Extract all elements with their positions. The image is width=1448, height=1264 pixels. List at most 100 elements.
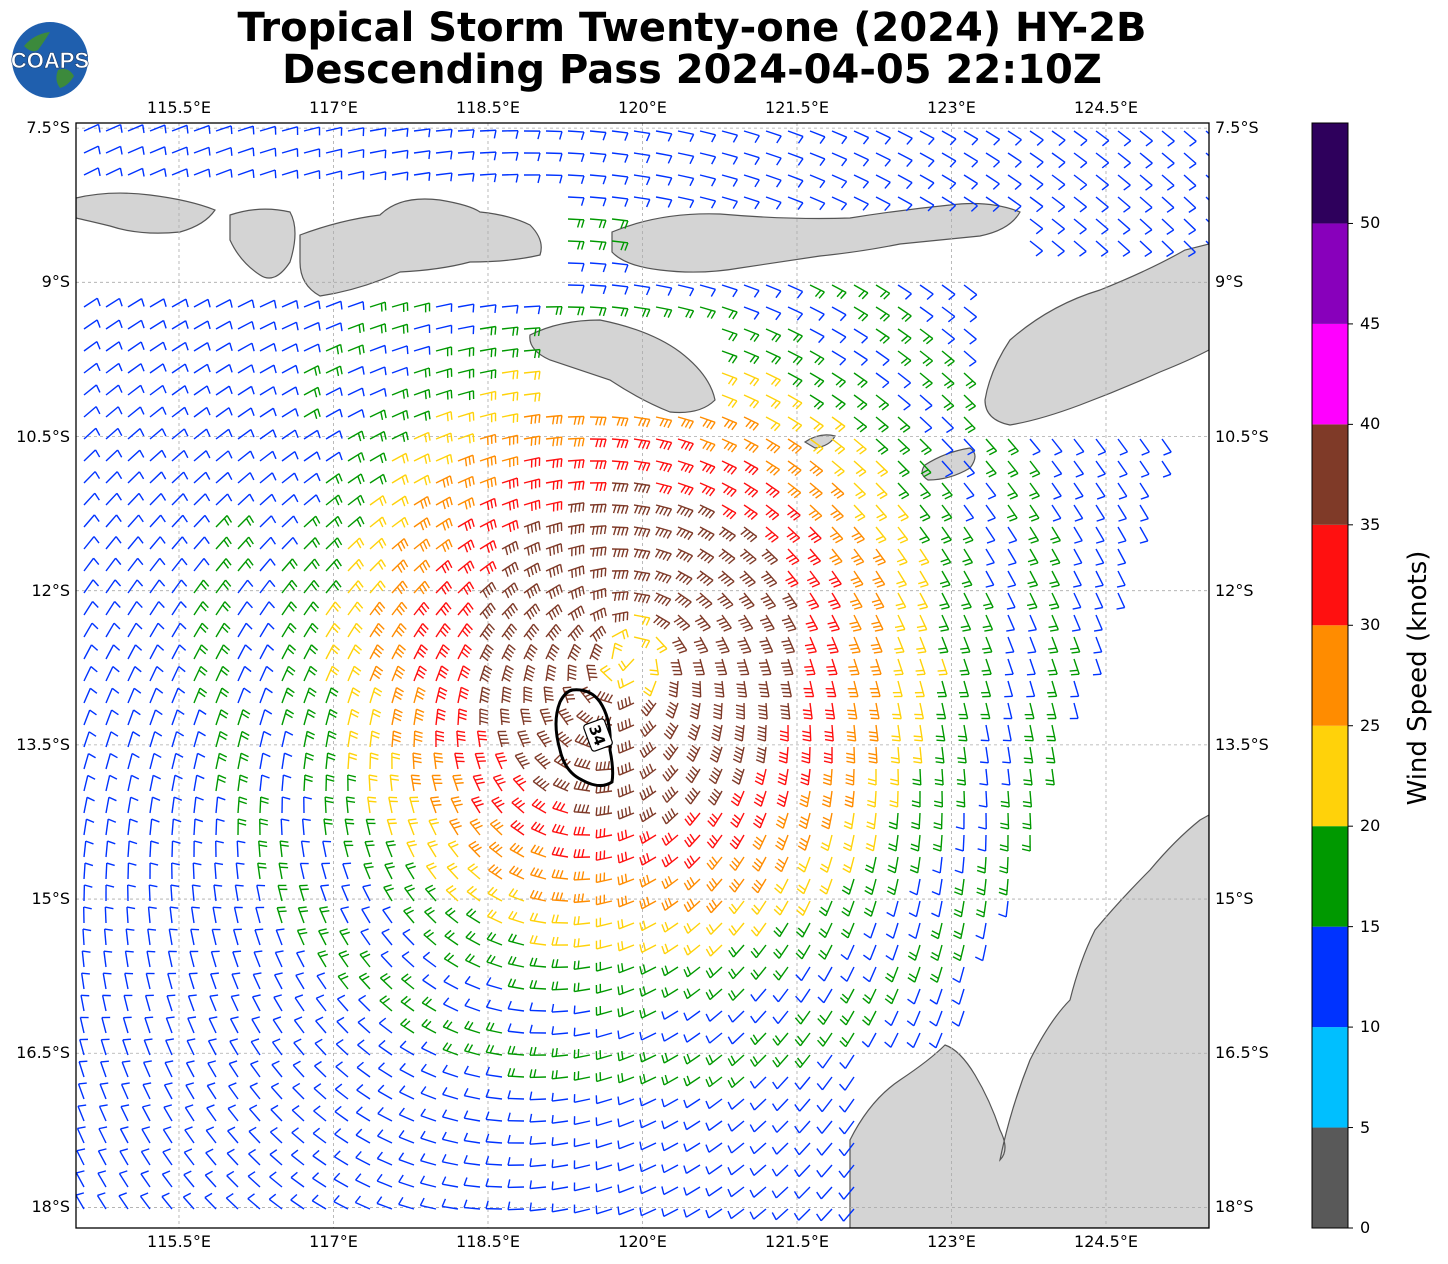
wind-barb: [567, 152, 585, 163]
wind-barb: [171, 428, 189, 440]
wind-barb: [391, 345, 409, 355]
wind-barb: [259, 450, 277, 462]
wind-barb: [193, 406, 211, 418]
wind-barb: [215, 363, 233, 374]
wind-barb: [171, 320, 189, 330]
wind-barb: [259, 429, 277, 440]
wind-barb: [105, 341, 123, 352]
wind-barb: [787, 482, 802, 499]
colorbar-tick: 20: [1360, 816, 1381, 836]
wind-barb: [545, 305, 563, 315]
wind-barb: [897, 504, 909, 522]
wind-barb: [830, 482, 845, 499]
wind-barb: [391, 388, 409, 399]
wind-barb: [391, 149, 409, 159]
colorbar-bin: [1312, 323, 1348, 425]
wind-barb: [369, 301, 387, 312]
wind-barb: [1139, 174, 1153, 191]
wind-barb: [303, 515, 321, 528]
wind-barb: [347, 516, 365, 528]
wind-barb: [259, 321, 277, 331]
wind-barb: [523, 152, 541, 162]
wind-barb: [1095, 152, 1110, 169]
wind-barb: [589, 196, 607, 207]
wind-barb: [1073, 152, 1088, 169]
wind-barb: [721, 482, 737, 498]
wind-barb: [413, 345, 431, 355]
wind-barb: [391, 452, 409, 464]
wind-barb: [897, 174, 913, 190]
wind-barb: [589, 525, 607, 535]
wind-barb: [127, 536, 144, 550]
wind-barb: [545, 479, 563, 490]
wind-barb: [919, 394, 933, 411]
wind-barb: [83, 449, 101, 462]
wind-barb: [721, 284, 738, 298]
wind-barb: [457, 433, 475, 444]
wind-barb: [435, 410, 453, 422]
wind-barb: [1183, 196, 1197, 213]
wind-barb: [963, 482, 975, 500]
wind-barb: [721, 328, 738, 342]
wind-barb: [523, 413, 541, 425]
wind-barb: [853, 438, 867, 455]
wind-barb: [963, 130, 979, 146]
wind-barb: [347, 301, 365, 310]
wind-barb: [127, 319, 145, 330]
wind-barb: [523, 392, 541, 402]
wind-barb: [303, 126, 321, 136]
wind-barb: [765, 174, 782, 188]
wind-barb: [765, 504, 780, 521]
wind-barb: [764, 526, 779, 543]
wind-barb: [215, 385, 233, 396]
wind-barb: [787, 196, 804, 210]
wind-barb: [765, 196, 782, 210]
wind-barb: [743, 504, 758, 520]
wind-barb: [611, 196, 629, 207]
wind-barb: [215, 515, 233, 528]
colorbar-bin: [1312, 424, 1348, 525]
wind-barb: [699, 416, 716, 430]
colorbar-tick: 25: [1360, 715, 1381, 735]
wind-barb: [1205, 174, 1209, 179]
wind-barb: [369, 366, 387, 376]
wind-barb: [281, 407, 299, 418]
wind-barb: [479, 304, 497, 314]
wind-barb: [809, 306, 825, 321]
wind-barb: [1139, 526, 1149, 544]
wind-barb: [83, 319, 101, 330]
wind-barb: [919, 328, 934, 345]
wind-barb: [963, 152, 979, 168]
wind-barb: [611, 130, 629, 141]
wind-barb: [479, 497, 497, 510]
wind-barb: [369, 171, 387, 181]
wind-barb: [127, 341, 145, 352]
wind-barb: [985, 504, 996, 522]
lon-tick-top: 117°E: [309, 98, 358, 117]
wind-barb: [963, 372, 977, 389]
wind-barb: [721, 438, 738, 453]
wind-barb: [633, 526, 651, 538]
wind-barb: [1183, 152, 1197, 169]
wind-barb: [457, 390, 475, 401]
wind-barb: [787, 416, 803, 432]
wind-barb: [589, 416, 607, 426]
wind-barb: [215, 450, 233, 462]
wind-barb: [523, 370, 541, 380]
wind-barb: [237, 536, 254, 550]
chart-title-line1: Tropical Storm Twenty-one (2024) HY-2B: [237, 5, 1147, 51]
wind-barb: [413, 453, 431, 464]
wind-barb: [83, 362, 101, 374]
wind-barb: [853, 152, 870, 167]
wind-barb: [325, 365, 343, 377]
wind-barb: [1050, 526, 1061, 544]
wind-barb: [435, 324, 453, 334]
wind-barb: [1095, 174, 1109, 191]
wind-barb: [809, 438, 824, 455]
wind-barb: [281, 451, 299, 462]
wind-barb: [325, 148, 343, 158]
wind-barb: [149, 167, 167, 177]
wind-barb: [523, 305, 541, 315]
wind-barb: [963, 306, 977, 323]
wind-barb: [127, 363, 145, 374]
